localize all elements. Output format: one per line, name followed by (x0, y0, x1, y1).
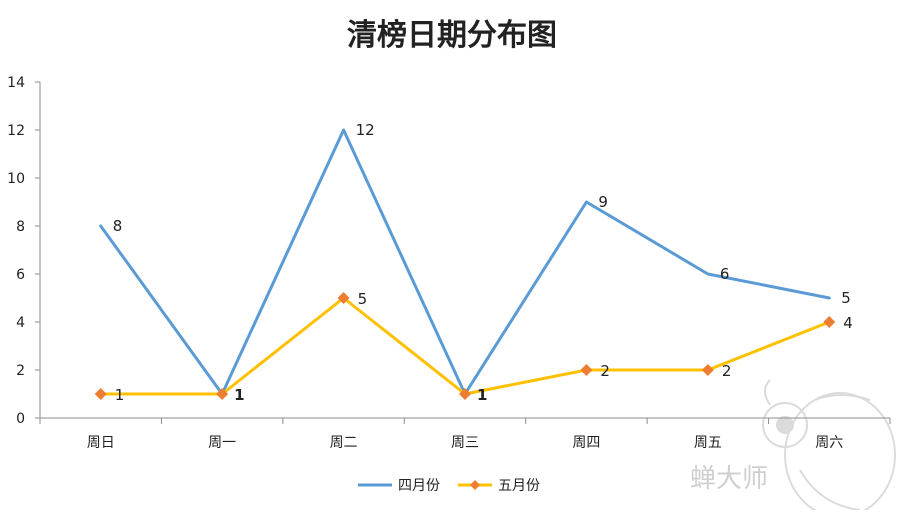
x-axis-categories: 周日 周一 周二 周三 周四 周五 周六 (87, 435, 844, 451)
watermark: 蝉大师 (690, 379, 896, 514)
axes (39, 82, 891, 424)
data-point-marker (823, 316, 836, 328)
data-point-marker (701, 364, 714, 376)
x-category-label: 周一 (208, 435, 236, 451)
data-label: 2 (722, 362, 732, 380)
series-lines (99, 128, 831, 396)
data-label: 1 (477, 386, 487, 404)
data-point-marker (337, 292, 350, 304)
legend-marker (470, 480, 480, 490)
data-label: 5 (841, 289, 851, 307)
watermark-text: 蝉大师 (690, 464, 768, 494)
data-label: 8 (113, 217, 123, 235)
data-label: 2 (600, 362, 610, 380)
y-tick-label: 12 (7, 123, 25, 139)
x-category-label: 周二 (330, 435, 358, 451)
data-point-marker (94, 388, 107, 400)
y-tick-label: 0 (16, 411, 25, 427)
x-category-label: 周日 (87, 435, 115, 451)
y-tick-label: 6 (16, 267, 25, 283)
y-axis-ticks: 0 2 4 6 8 10 12 14 (7, 75, 40, 427)
y-tick-label: 2 (16, 363, 25, 379)
x-category-label: 周六 (815, 435, 843, 451)
legend-label: 四月份 (398, 478, 440, 494)
data-label: 4 (843, 314, 853, 332)
legend: 四月份 五月份 (358, 478, 540, 494)
data-label: 9 (598, 193, 608, 211)
data-label: 5 (358, 290, 368, 308)
x-category-label: 周五 (694, 435, 722, 451)
data-labels: 8 1 12 1 9 6 5 1 5 2 2 4 (113, 121, 853, 404)
data-label: 6 (720, 265, 730, 283)
y-tick-label: 8 (16, 219, 25, 235)
y-tick-label: 10 (7, 171, 25, 187)
data-label: 1 (234, 386, 244, 404)
x-category-label: 周三 (451, 435, 479, 451)
x-category-label: 周四 (572, 435, 600, 451)
data-point-marker (459, 388, 471, 400)
cicada-icon (762, 379, 896, 514)
y-tick-label: 14 (7, 75, 25, 91)
chart-title: 清榜日期分布图 (347, 18, 557, 53)
y-tick-label: 4 (16, 315, 25, 331)
legend-label: 五月份 (498, 478, 540, 494)
data-label: 12 (356, 121, 375, 139)
data-label: 1 (115, 386, 125, 404)
series-markers (94, 292, 836, 400)
series-line-1 (99, 128, 831, 396)
data-point-marker (580, 364, 593, 376)
data-point-marker (216, 388, 229, 400)
